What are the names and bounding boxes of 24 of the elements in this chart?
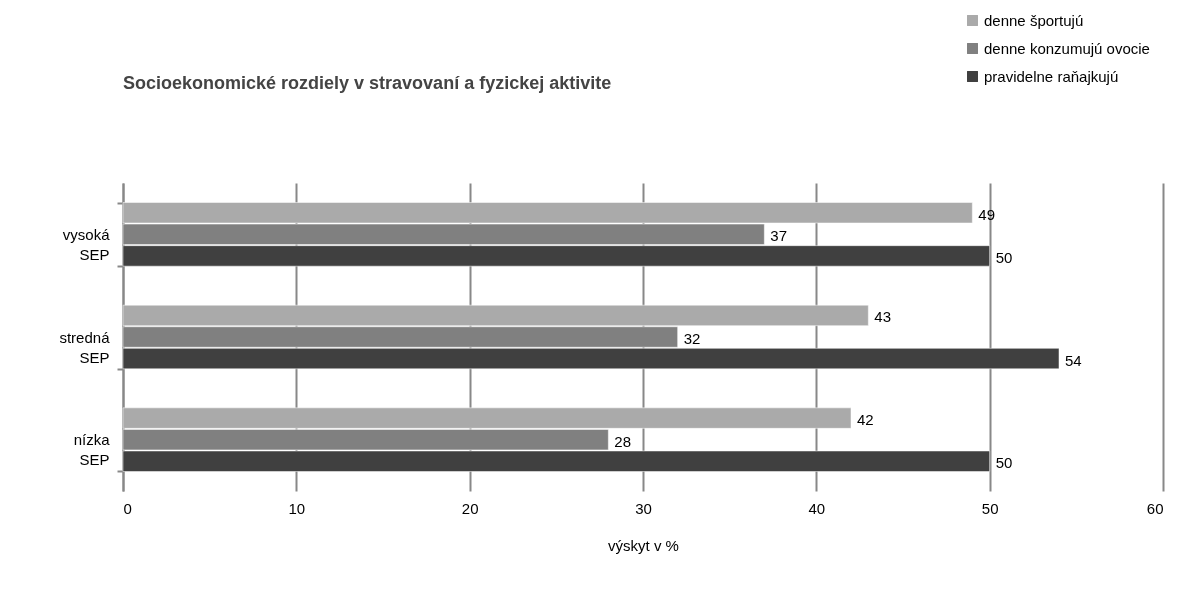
legend-label: pravidelne raňajkujú bbox=[984, 67, 1119, 85]
x-tick-label: 60 bbox=[1146, 499, 1164, 517]
legend-label: denne športujú bbox=[984, 11, 1084, 29]
x-tick-label: 20 bbox=[461, 499, 479, 517]
chart-title: Socioekonomické rozdiely v stravovaní a fyzickej aktivite bbox=[123, 73, 612, 93]
x-tick-label: 30 bbox=[635, 499, 652, 517]
data-label: 50 bbox=[995, 454, 1013, 472]
x-tick-label: 0 bbox=[123, 499, 132, 517]
data-label: 49 bbox=[978, 205, 996, 223]
data-label: 42 bbox=[857, 411, 874, 429]
y-tick-label: nízka SEP bbox=[73, 431, 111, 469]
data-label: 43 bbox=[874, 308, 892, 326]
data-label: 28 bbox=[614, 432, 632, 450]
y-tick-label: vysoká SEP bbox=[62, 225, 111, 263]
data-label: 32 bbox=[683, 330, 701, 347]
legend-label: denne konzumujú ovocie bbox=[984, 39, 1150, 57]
data-label: 37 bbox=[770, 227, 788, 245]
y-tick-label: stredná SEP bbox=[59, 328, 111, 366]
x-axis-title: výskyt v % bbox=[608, 536, 679, 554]
x-tick-label: 10 bbox=[288, 499, 306, 517]
x-tick-label: 40 bbox=[808, 499, 826, 517]
data-label: 54 bbox=[1065, 351, 1082, 369]
x-tick-label: 50 bbox=[981, 499, 999, 517]
data-label: 50 bbox=[995, 248, 1013, 266]
